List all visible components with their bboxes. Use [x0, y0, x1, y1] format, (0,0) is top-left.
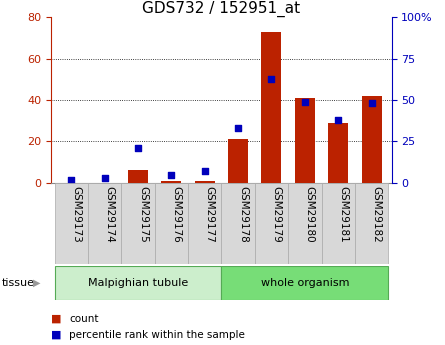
Bar [362, 96, 382, 183]
Text: ▶: ▶ [32, 278, 40, 288]
Text: ■: ■ [51, 314, 62, 324]
Bar [288, 183, 322, 264]
Bar [195, 181, 215, 183]
Text: Malpighian tubule: Malpighian tubule [88, 278, 188, 288]
Text: GSM29179: GSM29179 [271, 186, 281, 243]
Text: ■: ■ [51, 330, 62, 339]
Point [134, 145, 142, 151]
Bar [355, 183, 388, 264]
Text: GSM29181: GSM29181 [338, 186, 348, 243]
Text: GSM29178: GSM29178 [238, 186, 248, 243]
Bar [188, 183, 222, 264]
Bar [55, 266, 222, 300]
Bar [222, 183, 255, 264]
Text: GSM29177: GSM29177 [205, 186, 214, 243]
Bar [295, 98, 315, 183]
Text: count: count [69, 314, 98, 324]
Point [68, 177, 75, 182]
Text: percentile rank within the sample: percentile rank within the sample [69, 330, 245, 339]
Point [101, 175, 108, 181]
Bar [55, 183, 88, 264]
Bar [222, 266, 388, 300]
Text: GSM29182: GSM29182 [372, 186, 381, 243]
Text: whole organism: whole organism [261, 278, 349, 288]
Point [268, 76, 275, 81]
Point [235, 126, 242, 131]
Text: GSM29174: GSM29174 [105, 186, 114, 243]
Bar [228, 139, 248, 183]
Text: GSM29173: GSM29173 [71, 186, 81, 243]
Title: GDS732 / 152951_at: GDS732 / 152951_at [142, 1, 300, 17]
Bar [328, 123, 348, 183]
Bar [255, 183, 288, 264]
Point [335, 117, 342, 123]
Text: tissue: tissue [2, 278, 35, 288]
Bar [128, 170, 148, 183]
Bar [155, 183, 188, 264]
Point [201, 168, 208, 174]
Point [168, 172, 175, 177]
Bar [322, 183, 355, 264]
Bar [121, 183, 155, 264]
Text: GSM29175: GSM29175 [138, 186, 148, 243]
Text: GSM29176: GSM29176 [171, 186, 181, 243]
Bar [88, 183, 121, 264]
Bar [162, 181, 182, 183]
Text: GSM29180: GSM29180 [305, 186, 315, 243]
Point [301, 99, 308, 105]
Bar [262, 32, 282, 183]
Point [368, 101, 375, 106]
